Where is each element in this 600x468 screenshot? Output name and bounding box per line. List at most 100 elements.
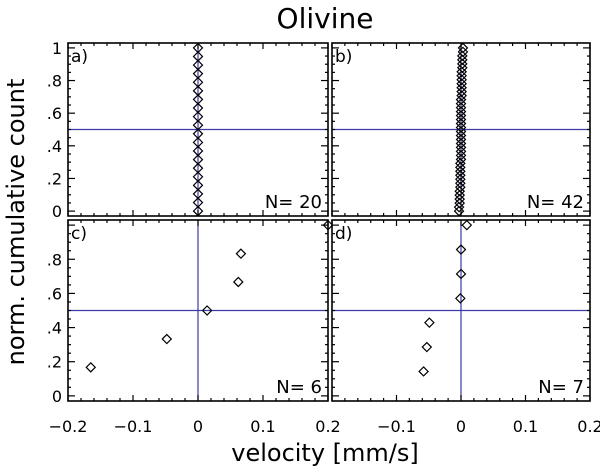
panel-c-x-tick-label: −0.1 xyxy=(114,417,153,436)
panel-d-data-point xyxy=(455,293,466,304)
panel-a-data-point xyxy=(192,197,204,208)
panel-a-data-point xyxy=(192,162,204,174)
x-axis-label: velocity [mm/s] xyxy=(231,439,419,467)
panel-b-data-point xyxy=(456,54,468,66)
panel-a-y-tick-label: 1 xyxy=(52,39,62,58)
panel-a-data-point xyxy=(192,76,204,88)
panel-b-data-point xyxy=(455,173,466,185)
panel-d-data-point xyxy=(461,219,473,231)
panel-a-data-point xyxy=(192,154,204,165)
panel-a-data-point xyxy=(192,137,204,148)
panel-b-data-point xyxy=(455,126,467,137)
panel-a-y-tick-label: 0 xyxy=(52,202,62,221)
panel-c-y-tick-label: .6 xyxy=(47,284,62,303)
panel-d-data-point xyxy=(424,317,435,328)
panel-b-data-point xyxy=(455,154,467,165)
panel-b-data-point xyxy=(455,177,466,189)
y-axis-label: norm. cumulative count xyxy=(2,79,30,366)
panel-c-x-tick-label: 0 xyxy=(193,417,203,436)
panel-b-label: b) xyxy=(335,47,352,67)
panel-b-data-point xyxy=(456,86,467,98)
panel-b-data-point xyxy=(454,189,466,201)
panel-b-data-point xyxy=(455,142,467,153)
panel-a-y-tick-label: .4 xyxy=(47,137,62,156)
panel-b-data-point xyxy=(457,46,469,58)
panel-c-data-point xyxy=(235,248,247,259)
panel-d-x-tick-label: 0 xyxy=(456,417,466,436)
panel-b-data-point xyxy=(455,110,467,121)
panel-a-y-tick-label: .6 xyxy=(47,104,62,123)
panel-a-data-point xyxy=(192,145,204,157)
panel-c-x-tick-label: 0.2 xyxy=(315,417,340,436)
panel-c-x-tick-label: −0.2 xyxy=(49,417,88,436)
panel-b-n-label: N= 42 xyxy=(527,192,584,213)
panel-b-data-point xyxy=(455,122,467,133)
panel-b-data-point xyxy=(455,165,466,177)
panel-c-y-tick-label: .4 xyxy=(47,319,62,338)
panel-a-data-point xyxy=(192,111,204,122)
panel-a-data-point xyxy=(192,59,204,71)
panel-a-data-point xyxy=(192,205,204,217)
panel-b-data-point xyxy=(456,90,467,102)
panel-b-data-point xyxy=(455,150,467,161)
panel-b-data-point xyxy=(455,106,467,117)
panel-d-data-point xyxy=(418,366,429,377)
panel-a-n-label: N= 20 xyxy=(265,192,322,213)
panel-b-data-point xyxy=(455,114,467,125)
panel-b-data-point xyxy=(456,58,468,70)
panel-a-data-point xyxy=(192,171,204,183)
panel-a-data-point xyxy=(192,68,204,80)
panel-d-x-tick-label: −0.1 xyxy=(377,417,416,436)
panel-c-data-point xyxy=(201,305,213,316)
panel-a-data-point xyxy=(192,188,204,200)
panel-b-data-point xyxy=(456,74,467,86)
panel-b-data-point xyxy=(455,130,467,141)
panel-b-data-point xyxy=(455,134,467,145)
panel-a-label: a) xyxy=(71,47,88,67)
plot-area: 0.2.4.6.81 a)N= 20b)N= 420.2.4.6.8−0.2 −0.… xyxy=(47,39,600,436)
panel-b-data-point xyxy=(455,138,467,149)
panel-a-data-point xyxy=(192,42,204,54)
panel-c-data-point xyxy=(232,276,244,288)
panel-b-data-point xyxy=(457,42,469,54)
panel-b-data-point xyxy=(455,169,466,181)
panel-b-data-point xyxy=(455,118,467,129)
panel-b-data-point xyxy=(456,70,467,82)
panel-b-data-point xyxy=(454,193,466,205)
panel-a-data-point xyxy=(192,102,204,114)
panel-a-y-tick-label: .8 xyxy=(47,72,62,91)
panel-a-data-point xyxy=(192,119,204,131)
panel-c-y-tick-label: .2 xyxy=(47,353,62,372)
panel-d-data-point xyxy=(421,341,433,353)
panel-b-data-point xyxy=(454,197,466,209)
panel-d-label: d) xyxy=(335,224,352,244)
panel-c-n-label: N= 6 xyxy=(276,377,322,398)
panel-a-data-point xyxy=(192,128,204,140)
panel-d-x-tick-label: 0.2 xyxy=(577,417,600,436)
panel-d-x-tick-label: 0.1 xyxy=(513,417,538,436)
panel-c-data-point xyxy=(322,219,334,231)
panel-c-data-point xyxy=(85,362,97,373)
panel-c-y-tick-label: 0 xyxy=(52,387,62,406)
panel-d-data-point xyxy=(455,244,467,255)
panel-d-data-point xyxy=(455,268,467,280)
panel-a-data-point xyxy=(192,179,204,191)
panel-a-data-point xyxy=(192,85,204,97)
panel-c-label: c) xyxy=(71,224,87,244)
panel-b-data-point xyxy=(455,146,467,157)
panel-b-data-point xyxy=(455,181,466,193)
panel-a-data-point xyxy=(192,51,204,62)
panel-b-data-point xyxy=(456,78,467,90)
panel-b-data-point xyxy=(456,82,467,94)
panel-c-data-point xyxy=(161,333,173,345)
chart-title: Olivine xyxy=(277,2,374,35)
panel-c-x-tick-label: 0.1 xyxy=(250,417,275,436)
panel-b-data-point xyxy=(455,98,467,109)
panel-a-y-tick-label: .2 xyxy=(47,169,62,188)
panel-b-data-point xyxy=(453,205,465,217)
panel-b-data-point xyxy=(455,102,467,113)
panel-b-data-point xyxy=(455,161,466,173)
panel-c-y-tick-label: .8 xyxy=(47,250,62,269)
panel-b-data-point xyxy=(456,62,468,74)
